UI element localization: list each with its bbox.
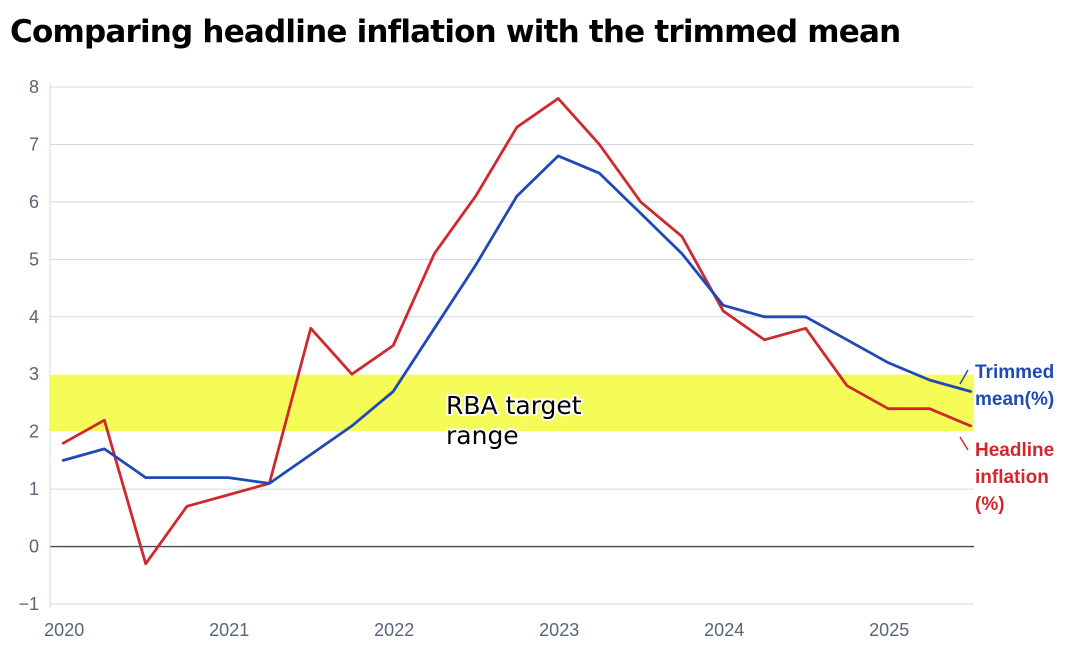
x-tick-label: 2023: [539, 620, 579, 640]
headline-inflation-leader: [959, 436, 969, 451]
y-tick-label: −1: [18, 594, 39, 614]
y-tick-label: 1: [29, 479, 39, 499]
headline-inflation-label: (%): [975, 494, 1005, 515]
trimmed-mean-line: [61, 154, 973, 485]
y-tick-label: 6: [29, 192, 39, 212]
axis-labels: −1 0 1 2 3 4 5 6 7 8 2020 2021 2022 2023 2024 2025: [18, 77, 909, 640]
y-tick-label: 0: [29, 537, 39, 557]
x-tick-label: 2025: [869, 620, 909, 640]
rba-target-band: [50, 374, 974, 432]
y-tick-label: 5: [29, 249, 39, 269]
target-band-layer: [50, 373, 974, 433]
trimmed-mean-label: Trimmed: [975, 362, 1054, 383]
y-tick-label: 3: [29, 364, 39, 384]
headline-inflation-line: [61, 97, 973, 566]
chart-title: Comparing headline inflation with the tr…: [10, 14, 901, 50]
y-tick-label: 8: [29, 77, 39, 97]
band-label-line: range: [446, 421, 519, 450]
band-label-line: RBA target: [446, 391, 582, 420]
x-tick-label: 2020: [44, 620, 84, 640]
series-lines: [61, 97, 973, 566]
trimmed-mean-leader: [959, 369, 969, 385]
y-tick-label: 2: [29, 422, 39, 442]
x-tick-label: 2022: [374, 620, 414, 640]
gridlines: [49, 83, 974, 608]
x-tick-label: 2024: [704, 620, 744, 640]
y-tick-label: 7: [29, 134, 39, 154]
x-tick-label: 2021: [209, 620, 249, 640]
headline-inflation-label: Headline: [975, 440, 1054, 461]
headline-inflation-label: inflation: [975, 467, 1049, 488]
trimmed-mean-label: mean(%): [975, 389, 1054, 410]
y-tick-label: 4: [29, 307, 39, 327]
